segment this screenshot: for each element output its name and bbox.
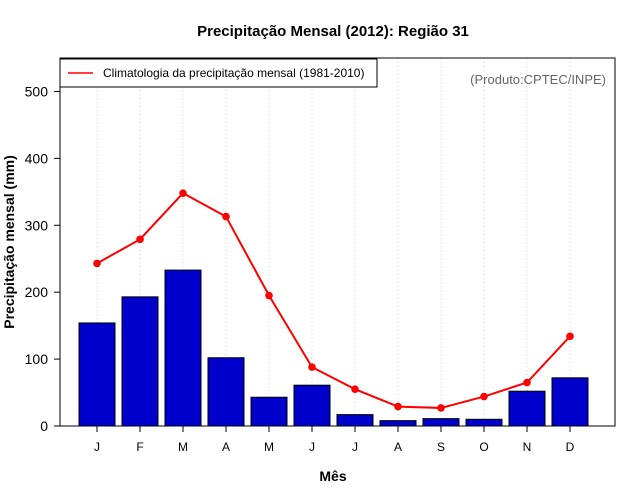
product-credit: (Produto:CPTEC/INPE) — [470, 72, 606, 87]
bar-a-4 — [207, 357, 245, 427]
bar-j-1 — [78, 322, 116, 427]
y-axis: 0 100 200 300 400 500 — [25, 83, 61, 434]
climatology-point-1 — [93, 259, 101, 268]
legend: Climatologia da precipitação mensal (198… — [59, 58, 378, 88]
x-tick-label: M — [264, 440, 274, 454]
bar-d-12 — [551, 377, 589, 427]
x-tick-label: O — [479, 440, 488, 454]
x-tick-label: A — [222, 440, 230, 454]
y-axis-label: Precipitação mensal (mm) — [1, 155, 17, 329]
y-tick-label: 200 — [25, 284, 49, 300]
y-tick-label: 100 — [25, 351, 49, 367]
climatology-point-9 — [437, 404, 445, 412]
y-tick-label: 500 — [25, 83, 49, 99]
climatology-point-10 — [480, 392, 488, 401]
bar-j-7 — [336, 414, 374, 427]
bar-o-10 — [465, 418, 503, 427]
x-tick-label: N — [523, 440, 532, 454]
climatology-point-11 — [523, 378, 531, 387]
climatology-point-8 — [394, 402, 402, 411]
y-tick-label: 300 — [25, 217, 49, 233]
x-tick-label: F — [136, 440, 143, 454]
line-series — [93, 189, 574, 412]
legend-box — [59, 58, 378, 88]
climatology-point-3 — [179, 189, 187, 197]
bar-n-11 — [508, 390, 546, 427]
x-tick-label: J — [352, 440, 358, 454]
climatology-point-6 — [308, 363, 316, 371]
bar-m-3 — [164, 269, 202, 427]
x-tick-label: M — [178, 440, 188, 454]
x-tick-label: J — [309, 440, 315, 454]
x-tick-label: S — [437, 440, 445, 454]
y-tick-label: 400 — [25, 150, 49, 166]
bar-j-6 — [293, 384, 331, 427]
x-tick-label: A — [394, 440, 402, 454]
bar-a-8 — [379, 420, 417, 427]
bar-f-2 — [121, 296, 159, 427]
x-axis-label: Mês — [319, 468, 346, 484]
climatology-line — [96, 191, 571, 409]
bar-m-5 — [250, 396, 288, 427]
legend-entry-climatology: Climatologia da precipitação mensal (198… — [103, 66, 364, 80]
climatology-point-5 — [265, 291, 273, 300]
x-tick-label: J — [94, 440, 100, 454]
bar-s-9 — [422, 418, 460, 427]
climatology-point-4 — [222, 212, 230, 221]
chart-title: Precipitação Mensal (2012): Região 31 — [197, 23, 469, 40]
y-tick-label: 0 — [40, 418, 48, 434]
climatology-point-2 — [136, 235, 144, 244]
climatology-point-12 — [566, 332, 574, 341]
climatology-point-7 — [351, 385, 359, 394]
x-tick-label: D — [566, 440, 575, 454]
bar-series — [78, 269, 589, 427]
